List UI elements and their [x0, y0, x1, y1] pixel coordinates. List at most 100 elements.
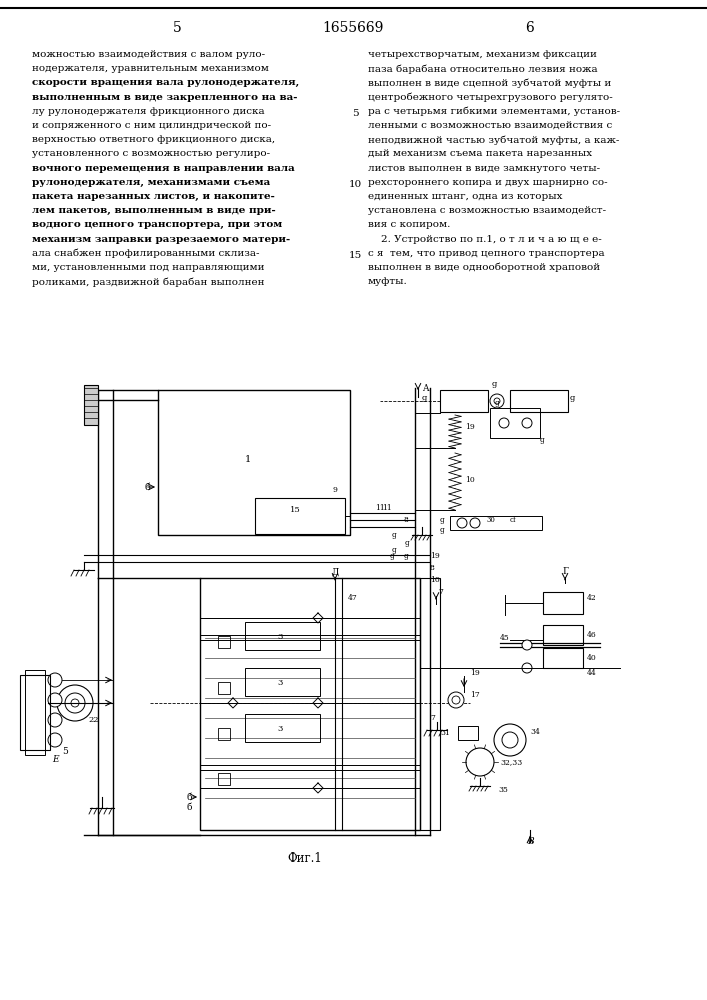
Circle shape [48, 733, 62, 747]
Circle shape [522, 663, 532, 673]
Text: можностью взаимодействия с валом руло-: можностью взаимодействия с валом руло- [32, 50, 265, 59]
Text: 22: 22 [88, 716, 98, 724]
Text: g: g [440, 526, 445, 534]
Circle shape [48, 713, 62, 727]
Text: вочного перемещения в направлении вала: вочного перемещения в направлении вала [32, 164, 295, 173]
Circle shape [522, 418, 532, 428]
Bar [245, 622, 320, 650]
Text: паза барабана относительно лезвия ножа: паза барабана относительно лезвия ножа [368, 64, 597, 74]
Text: 44: 44 [587, 669, 597, 677]
Text: единенных штанг, одна из которых: единенных штанг, одна из которых [368, 192, 563, 201]
Text: 8: 8 [430, 564, 435, 572]
Text: 5: 5 [351, 109, 358, 118]
Bar [84, 385, 98, 425]
Text: ми, установленными под направляющими: ми, установленными под направляющими [32, 263, 264, 272]
Bar [420, 578, 440, 830]
Text: B: B [527, 838, 533, 846]
Bar [440, 390, 488, 412]
Text: листов выполнен в виде замкнутого четы-: листов выполнен в виде замкнутого четы- [368, 164, 600, 173]
Text: 34: 34 [530, 728, 540, 736]
Text: 5: 5 [62, 748, 68, 756]
Bar [490, 408, 540, 438]
Circle shape [65, 693, 85, 713]
Circle shape [452, 696, 460, 704]
Text: 3: 3 [277, 725, 283, 733]
Circle shape [48, 673, 62, 687]
Text: выполненным в виде закрепленного на ва-: выполненным в виде закрепленного на ва- [32, 93, 298, 102]
Text: лем пакетов, выполненным в виде при-: лем пакетов, выполненным в виде при- [32, 206, 276, 215]
Bar [245, 668, 320, 696]
Text: б: б [144, 483, 150, 491]
Text: установлена с возможностью взаимодейст-: установлена с возможностью взаимодейст- [368, 206, 606, 215]
Bar [218, 773, 230, 785]
Circle shape [48, 693, 62, 707]
Text: дый механизм съема пакета нарезанных: дый механизм съема пакета нарезанных [368, 149, 592, 158]
Text: 11: 11 [375, 504, 385, 512]
Text: 17: 17 [470, 691, 480, 699]
Text: 15: 15 [349, 251, 361, 260]
Text: 19: 19 [465, 423, 474, 431]
Text: 2. Устройство по п.1, о т л и ч а ю щ е е-: 2. Устройство по п.1, о т л и ч а ю щ е … [368, 235, 602, 244]
Text: механизм заправки разрезаемого матери-: механизм заправки разрезаемого матери- [32, 235, 291, 244]
Bar [543, 592, 583, 614]
Text: g: g [540, 436, 545, 444]
Circle shape [71, 699, 79, 707]
Text: вия с копиром.: вия с копиром. [368, 220, 450, 229]
Text: установленного с возможностью регулиро-: установленного с возможностью регулиро- [32, 149, 270, 158]
Text: центробежного четырехгрузового регулято-: центробежного четырехгрузового регулято- [368, 93, 613, 102]
Bar [158, 390, 350, 535]
Circle shape [466, 748, 494, 776]
Text: g: g [392, 546, 397, 554]
Bar [200, 578, 420, 830]
Circle shape [457, 518, 467, 528]
Text: б: б [187, 792, 192, 802]
Text: 8: 8 [403, 516, 408, 524]
Text: четырехстворчатым, механизм фиксации: четырехстворчатым, механизм фиксации [368, 50, 597, 59]
Text: 3: 3 [277, 633, 283, 641]
Text: с я  тем, что привод цепного транспортера: с я тем, что привод цепного транспортера [368, 249, 604, 258]
Text: g: g [440, 516, 445, 524]
Text: A: A [422, 384, 428, 393]
Text: пакета нарезанных листов, и накопите-: пакета нарезанных листов, и накопите- [32, 192, 275, 201]
Bar [218, 728, 230, 740]
Text: 1655669: 1655669 [322, 21, 384, 35]
Text: ала снабжен профилированными склиза-: ала снабжен профилированными склиза- [32, 249, 259, 258]
Text: и сопряженного с ним цилиндрической по-: и сопряженного с ним цилиндрической по- [32, 121, 271, 130]
Text: ра с четырьмя гибкими элементами, установ-: ра с четырьмя гибкими элементами, устано… [368, 107, 620, 116]
Text: g: g [570, 394, 575, 402]
Text: 7: 7 [438, 588, 443, 596]
Circle shape [522, 640, 532, 650]
Text: g: g [495, 399, 499, 407]
Text: 10: 10 [430, 576, 440, 584]
Circle shape [490, 394, 504, 408]
Text: неподвижной частью зубчатой муфты, а каж-: неподвижной частью зубчатой муфты, а каж… [368, 135, 619, 145]
Circle shape [502, 732, 518, 748]
Text: скорости вращения вала рулонодержателя,: скорости вращения вала рулонодержателя, [32, 78, 299, 87]
Text: 1: 1 [245, 456, 251, 464]
Circle shape [499, 418, 509, 428]
Text: g: g [491, 380, 497, 388]
Circle shape [494, 724, 526, 756]
Bar [218, 682, 230, 694]
Text: E: E [52, 756, 58, 764]
Text: 15: 15 [290, 506, 300, 514]
Bar [458, 726, 478, 740]
Text: ленными с возможностью взаимодействия с: ленными с возможностью взаимодействия с [368, 121, 612, 130]
Circle shape [57, 685, 93, 721]
Text: 47: 47 [348, 594, 358, 602]
Text: Г: Г [562, 568, 568, 576]
Text: 9: 9 [332, 486, 337, 494]
Text: 45: 45 [500, 634, 510, 642]
Text: водного цепного транспортера, при этом: водного цепного транспортера, при этом [32, 220, 282, 229]
Text: 42: 42 [587, 594, 597, 602]
Text: 6: 6 [525, 21, 534, 35]
Text: g: g [422, 394, 427, 402]
Text: сf: сf [510, 516, 517, 524]
Text: выполнен в виде сцепной зубчатой муфты и: выполнен в виде сцепной зубчатой муфты и [368, 78, 612, 88]
Bar [543, 625, 583, 645]
Text: 19: 19 [430, 552, 440, 560]
Text: 46: 46 [587, 631, 597, 639]
Text: g: g [392, 531, 397, 539]
Text: лу рулонодержателя фрикционного диска: лу рулонодержателя фрикционного диска [32, 107, 264, 116]
Text: роликами, раздвижной барабан выполнен: роликами, раздвижной барабан выполнен [32, 277, 264, 287]
